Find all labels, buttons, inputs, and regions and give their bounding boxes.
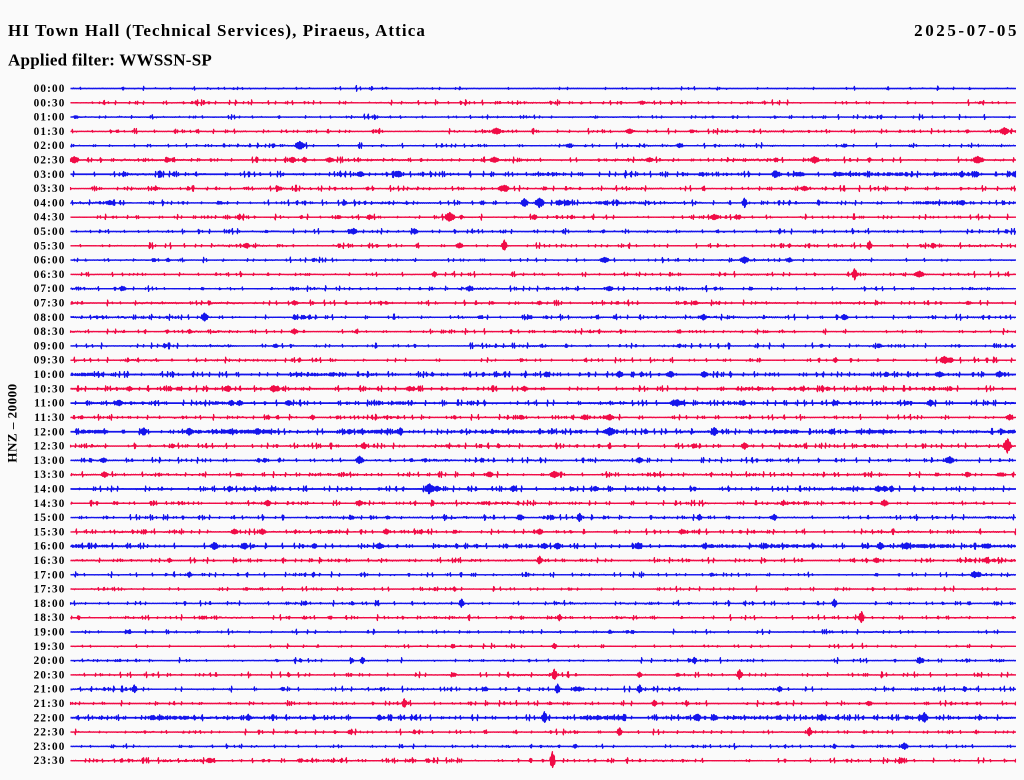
svg-text:11:00: 11:00 — [34, 398, 65, 410]
svg-text:15:00: 15:00 — [34, 512, 66, 524]
svg-text:06:00: 06:00 — [34, 255, 66, 267]
svg-text:08:30: 08:30 — [34, 326, 66, 338]
svg-text:Applied filter: WWSSN-SP: Applied filter: WWSSN-SP — [8, 51, 212, 70]
svg-text:06:30: 06:30 — [34, 269, 66, 281]
svg-text:07:30: 07:30 — [34, 298, 66, 310]
svg-text:04:30: 04:30 — [34, 212, 66, 224]
svg-text:03:30: 03:30 — [34, 183, 66, 195]
svg-text:00:30: 00:30 — [34, 97, 66, 109]
svg-text:17:30: 17:30 — [34, 584, 66, 596]
svg-text:18:30: 18:30 — [34, 612, 66, 624]
svg-text:17:00: 17:00 — [34, 569, 66, 581]
svg-text:23:30: 23:30 — [34, 755, 66, 767]
svg-text:13:00: 13:00 — [34, 455, 66, 467]
svg-text:12:30: 12:30 — [34, 441, 66, 453]
svg-text:22:00: 22:00 — [34, 712, 66, 724]
svg-text:2025-07-05: 2025-07-05 — [914, 21, 1019, 40]
svg-text:10:30: 10:30 — [34, 383, 66, 395]
svg-text:21:00: 21:00 — [34, 684, 66, 696]
svg-text:HNZ – 20000: HNZ – 20000 — [5, 383, 20, 462]
svg-text:16:30: 16:30 — [34, 555, 66, 567]
svg-text:15:30: 15:30 — [34, 526, 66, 538]
svg-text:04:00: 04:00 — [34, 197, 66, 209]
svg-text:03:00: 03:00 — [34, 169, 66, 181]
svg-text:19:30: 19:30 — [34, 641, 66, 653]
svg-text:21:30: 21:30 — [34, 698, 66, 710]
svg-text:01:00: 01:00 — [34, 112, 66, 124]
svg-text:05:30: 05:30 — [34, 240, 66, 252]
svg-text:23:00: 23:00 — [34, 741, 66, 753]
svg-text:00:00: 00:00 — [34, 83, 66, 95]
svg-text:13:30: 13:30 — [34, 469, 66, 481]
svg-text:05:00: 05:00 — [34, 226, 66, 238]
svg-text:14:30: 14:30 — [34, 498, 66, 510]
svg-text:22:30: 22:30 — [34, 727, 66, 739]
svg-text:10:00: 10:00 — [34, 369, 66, 381]
svg-text:11:30: 11:30 — [34, 412, 65, 424]
svg-text:09:30: 09:30 — [34, 355, 66, 367]
svg-text:12:00: 12:00 — [34, 426, 66, 438]
svg-text:HI Town Hall (Technical Servic: HI Town Hall (Technical Services), Pirae… — [8, 21, 426, 40]
svg-text:19:00: 19:00 — [34, 627, 66, 639]
svg-text:09:00: 09:00 — [34, 340, 66, 352]
svg-text:14:00: 14:00 — [34, 484, 66, 496]
svg-text:07:00: 07:00 — [34, 283, 66, 295]
svg-text:20:30: 20:30 — [34, 669, 66, 681]
svg-text:02:00: 02:00 — [34, 140, 66, 152]
svg-text:18:00: 18:00 — [34, 598, 66, 610]
svg-text:20:00: 20:00 — [34, 655, 66, 667]
svg-text:16:00: 16:00 — [34, 541, 66, 553]
svg-text:01:30: 01:30 — [34, 126, 66, 138]
svg-text:08:00: 08:00 — [34, 312, 66, 324]
svg-text:02:30: 02:30 — [34, 155, 66, 167]
